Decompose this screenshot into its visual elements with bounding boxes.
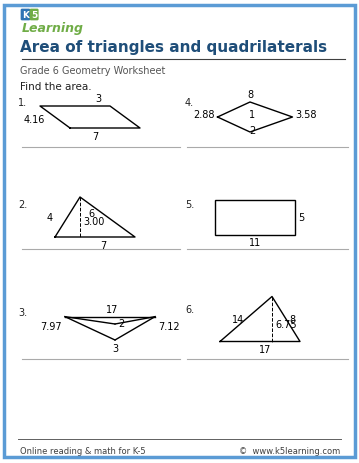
Text: Find the area.: Find the area.	[20, 82, 92, 92]
Text: 7.12: 7.12	[158, 321, 180, 332]
Text: 6: 6	[88, 208, 94, 219]
Text: 7.97: 7.97	[40, 321, 62, 332]
Text: 3.58: 3.58	[295, 110, 317, 120]
Bar	[215, 200, 295, 235]
Text: 1.: 1.	[18, 98, 27, 108]
Text: 6.75: 6.75	[275, 319, 297, 329]
Text: 2.: 2.	[18, 200, 27, 210]
Text: 3.00: 3.00	[83, 217, 104, 226]
Text: 2: 2	[118, 319, 124, 328]
Text: 8: 8	[247, 90, 253, 100]
Text: 3: 3	[112, 343, 118, 353]
Text: 7: 7	[100, 240, 106, 250]
Text: Area of triangles and quadrilaterals: Area of triangles and quadrilaterals	[20, 40, 327, 55]
Text: 5: 5	[298, 213, 304, 223]
Text: 3.: 3.	[18, 307, 27, 317]
Text: 17: 17	[259, 345, 271, 355]
Text: 1: 1	[249, 110, 255, 120]
Text: 11: 11	[249, 238, 261, 248]
Text: 5.: 5.	[185, 200, 194, 210]
Text: 2.88: 2.88	[193, 110, 214, 120]
Text: Grade 6 Geometry Worksheet: Grade 6 Geometry Worksheet	[20, 66, 165, 76]
Text: 6.: 6.	[185, 304, 194, 314]
Text: Learning: Learning	[22, 22, 84, 35]
Text: 4.16: 4.16	[24, 115, 45, 125]
Text: 5: 5	[31, 11, 37, 20]
Text: K: K	[22, 11, 29, 20]
Text: 4.: 4.	[185, 98, 194, 108]
Text: Online reading & math for K-5: Online reading & math for K-5	[20, 446, 146, 456]
Text: 2: 2	[249, 126, 255, 136]
Text: ©  www.k5learning.com: © www.k5learning.com	[239, 446, 340, 456]
Text: 14: 14	[232, 314, 244, 324]
Text: 8: 8	[289, 314, 295, 324]
Text: 17: 17	[106, 304, 118, 314]
Text: 3: 3	[95, 94, 101, 104]
Text: 7: 7	[92, 131, 98, 142]
Text: 4: 4	[47, 213, 53, 223]
